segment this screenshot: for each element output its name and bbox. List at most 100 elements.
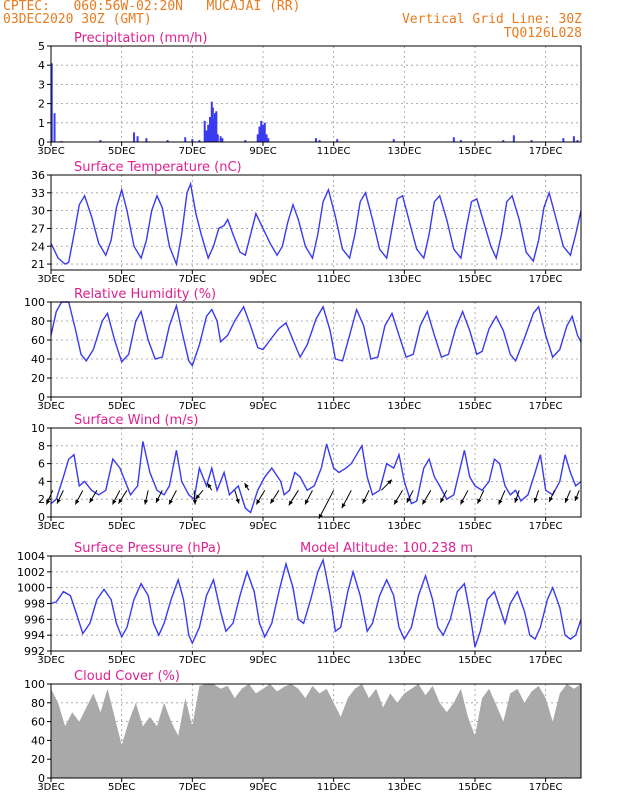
panel-frame (50, 427, 582, 518)
series-line-temp (50, 181, 582, 267)
x-tick-label: 11DEC (317, 655, 351, 666)
series-line-pressure (50, 557, 582, 648)
panel-title: Surface Pressure (hPa) (74, 541, 221, 556)
y-tick-label: 10 (31, 422, 45, 435)
wind-arrowhead (56, 498, 61, 504)
wind-arrowhead (270, 498, 275, 504)
precip-bar (166, 140, 169, 142)
y-tick-label: 0 (38, 136, 45, 149)
x-tick-label: 15DEC (458, 146, 492, 157)
precip-bar (265, 134, 268, 142)
wind-arrowhead (477, 498, 482, 504)
precip-bar (216, 134, 219, 142)
wind-arrowhead (75, 499, 80, 505)
y-tick-label: 5 (38, 40, 45, 53)
x-tick-label: 7DEC (179, 782, 206, 793)
x-tick-label: 7DEC (179, 401, 206, 412)
y-tick-label: 994 (24, 629, 45, 642)
x-tick-label: 11DEC (317, 274, 351, 285)
y-tick-label: 27 (31, 222, 45, 235)
header-grid-note: Vertical Grid Line: 30Z (401, 12, 582, 27)
panel-subtitle: Model Altitude: 100.238 m (300, 541, 473, 556)
header-init-time: 03DEC2020 30Z (GMT) (3, 12, 152, 27)
panel-frame (50, 301, 582, 398)
panel-title: Relative Humidity (%) (74, 287, 216, 302)
precip-bar (219, 136, 222, 142)
y-tick-label: 80 (31, 315, 45, 328)
y-tick-label: 2 (38, 493, 45, 506)
wind-arrowhead (195, 494, 201, 500)
y-tick-label: 100 (24, 296, 45, 309)
x-tick-label: 7DEC (179, 146, 206, 157)
wind-arrowhead (422, 499, 427, 505)
precip-bar (318, 140, 321, 142)
panel-temp (47, 174, 582, 274)
precip-bar (212, 118, 215, 142)
x-tick-label: 5DEC (108, 521, 135, 532)
y-tick-label: 24 (31, 240, 45, 253)
x-tick-label: 15DEC (458, 521, 492, 532)
wind-arrowhead (112, 499, 117, 505)
x-tick-label: 7DEC (179, 521, 206, 532)
x-tick-label: 15DEC (458, 655, 492, 666)
x-tick-label: 3DEC (37, 521, 64, 532)
panel-precip (47, 45, 582, 146)
x-tick-label: 17DEC (529, 401, 563, 412)
panel-title: Surface Wind (m/s) (74, 413, 198, 428)
y-tick-label: 996 (24, 613, 45, 626)
precip-bar (191, 139, 194, 142)
precip-bar (336, 139, 339, 142)
precip-bar (207, 124, 210, 142)
header-location: CPTEC: 060:56W-02:20N MUCAJAI (RR) (3, 0, 301, 14)
wind-arrowhead (498, 499, 503, 505)
wind-arrowhead (118, 498, 123, 504)
wind-arrowhead (207, 483, 212, 489)
x-tick-label: 9DEC (249, 521, 276, 532)
precip-bar (205, 130, 208, 142)
series-line-wind (50, 441, 582, 514)
wind-arrowhead (192, 499, 197, 505)
x-tick-label: 15DEC (458, 401, 492, 412)
precip-bar (211, 107, 214, 142)
precip-bar (213, 113, 216, 142)
y-tick-label: 40 (31, 734, 45, 747)
x-tick-label: 9DEC (249, 401, 276, 412)
x-tick-label: 9DEC (249, 274, 276, 285)
wind-arrowhead (318, 513, 323, 519)
precip-bar (262, 124, 264, 142)
precip-bar (50, 63, 53, 142)
x-tick-label: 9DEC (249, 146, 276, 157)
panel-rh (47, 301, 582, 401)
wind-arrowhead (305, 499, 310, 505)
precip-bar (221, 138, 224, 142)
x-tick-label: 13DEC (387, 655, 421, 666)
wind-arrowhead (46, 499, 51, 505)
x-tick-label: 17DEC (529, 655, 563, 666)
precip-bar (209, 128, 212, 142)
wind-arrowhead (460, 499, 465, 505)
panel-title: Cloud Cover (%) (74, 669, 180, 684)
precip-bar (203, 120, 206, 142)
panel-cloud (47, 683, 582, 782)
x-tick-label: 11DEC (317, 401, 351, 412)
wind-arrowhead (256, 499, 261, 505)
y-tick-label: 1002 (17, 566, 45, 579)
precip-bar (576, 140, 579, 142)
x-tick-label: 11DEC (317, 146, 351, 157)
precip-bar (215, 111, 218, 142)
x-tick-label: 17DEC (529, 521, 563, 532)
x-tick-label: 3DEC (37, 274, 64, 285)
wind-arrowhead (406, 497, 411, 503)
x-tick-label: 7DEC (179, 655, 206, 666)
y-tick-label: 2 (38, 98, 45, 111)
panel-title: Precipitation (mm/h) (74, 31, 207, 46)
x-tick-label: 5DEC (108, 274, 135, 285)
wind-arrowhead (440, 497, 445, 503)
precip-bar (136, 136, 139, 142)
precip-bar (145, 138, 148, 142)
wind-arrowhead (288, 500, 294, 506)
precip-bar (530, 140, 533, 142)
panel-pressure (47, 555, 582, 655)
wind-arrowhead (89, 497, 94, 503)
